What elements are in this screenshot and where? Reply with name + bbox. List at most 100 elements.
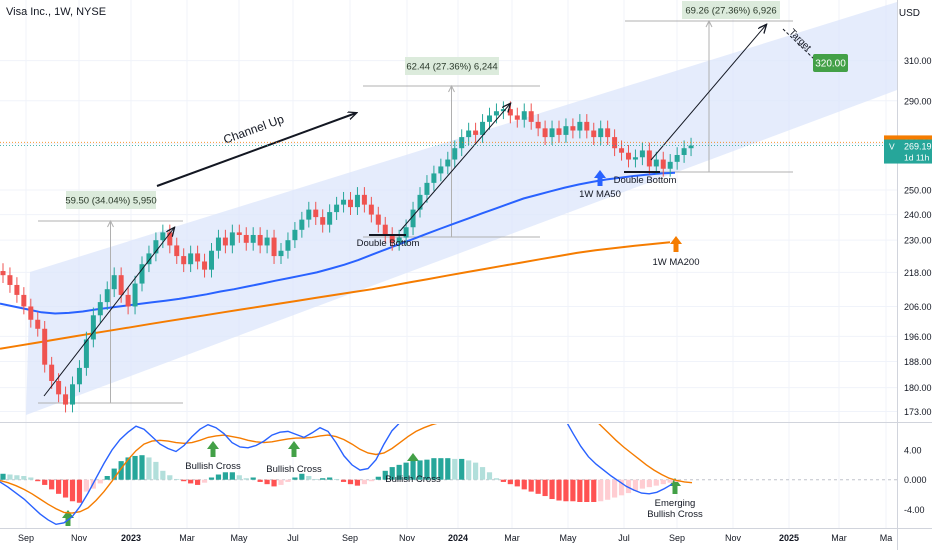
- macd-histogram-bar: [292, 477, 298, 480]
- candle-body: [292, 229, 298, 241]
- macd-histogram-bar: [56, 479, 62, 494]
- rally-arrow-2: [399, 104, 510, 232]
- macd-histogram-bar: [577, 479, 583, 502]
- macd-histogram-bar: [382, 470, 388, 480]
- macd-histogram-bar: [21, 476, 27, 480]
- price-axis-tick: 173.00: [904, 407, 932, 417]
- candle-body: [417, 194, 423, 210]
- last-price-badge: [884, 139, 932, 164]
- macd-histogram-bar: [327, 477, 333, 480]
- measure-label-bg: [66, 191, 156, 209]
- macd-histogram-bar: [459, 458, 465, 480]
- macd-histogram-bar: [528, 479, 534, 492]
- bullish-cross-arrow: [62, 510, 74, 526]
- macd-histogram-bar: [111, 468, 117, 480]
- macd-histogram-bar: [320, 478, 326, 480]
- macd-histogram-bar: [62, 479, 69, 498]
- measure-label: 59.50 (34.04%) 5,950: [65, 196, 156, 207]
- macd-histogram-bar: [250, 477, 256, 480]
- macd-histogram-bar: [452, 458, 458, 480]
- macd-histogram-bar: [14, 475, 20, 480]
- candle-body: [396, 237, 402, 243]
- time-axis-tick: Mar: [504, 533, 520, 543]
- candle-body: [452, 148, 458, 160]
- candle-body: [236, 232, 242, 235]
- candle-body: [35, 319, 41, 329]
- macd-histogram-bar: [466, 460, 472, 480]
- candle-body: [132, 283, 138, 307]
- macd-axis-tick: 0.000: [904, 475, 927, 485]
- macd-histogram-bar: [229, 472, 235, 480]
- target-dashed-line: [782, 28, 815, 60]
- macd-histogram-bar: [375, 476, 381, 480]
- macd-histogram-bar: [278, 479, 284, 485]
- macd-histogram-bar: [521, 479, 527, 490]
- macd-histogram-bar: [69, 479, 76, 502]
- time-axis-tick: Nov: [71, 533, 88, 543]
- price-axis-tick: 310.00: [904, 56, 932, 66]
- candle-body: [28, 306, 34, 320]
- candle-body: [125, 294, 131, 307]
- measure-label-bg: [682, 1, 780, 19]
- macd-histogram-bar: [35, 479, 41, 482]
- price-axis-tick: 218.00: [904, 268, 932, 278]
- candle-body: [612, 137, 618, 149]
- candle-body: [660, 159, 666, 169]
- macd-histogram-bar: [236, 475, 242, 480]
- time-axis-tick: Mar: [179, 533, 195, 543]
- ma50-label: 1W MA50: [579, 189, 621, 200]
- macd-histogram-bar: [646, 479, 652, 488]
- double-bottom-label: Double Bottom: [357, 238, 420, 249]
- time-axis-tick: May: [230, 533, 248, 543]
- macd-histogram-bar: [125, 457, 131, 480]
- macd-histogram-bar: [167, 475, 173, 480]
- macd-axis-tick: -4.00: [904, 505, 925, 515]
- candle-body: [619, 148, 625, 153]
- macd-histogram-bar: [410, 461, 416, 480]
- candle-body: [243, 234, 249, 243]
- candle-body: [459, 137, 465, 149]
- candle-body: [195, 253, 201, 262]
- candle-body: [466, 130, 472, 138]
- candle-body: [49, 364, 55, 381]
- macd-histogram-bar: [535, 479, 541, 494]
- candle-body: [473, 130, 479, 135]
- candle-body: [313, 209, 319, 218]
- candle-body: [368, 204, 374, 215]
- candle-body: [514, 115, 520, 120]
- candle-body: [361, 194, 367, 205]
- time-axis-tick: 2023: [121, 533, 141, 543]
- candle-body: [674, 154, 680, 162]
- last-price-value: 269.19: [904, 142, 932, 152]
- candle-body: [181, 256, 187, 265]
- macd-histogram-bar: [438, 458, 444, 480]
- ma50-pointer: [594, 170, 606, 186]
- candle-body: [21, 294, 27, 307]
- measure-arrowhead: [448, 84, 455, 93]
- price-axis-tick: 240.00: [904, 210, 932, 220]
- bullish-cross-arrow: [207, 441, 219, 457]
- candle-body: [424, 182, 430, 195]
- macd-histogram-bar: [139, 455, 145, 480]
- macd-histogram-bar: [76, 479, 83, 503]
- macd-histogram-bar: [306, 476, 312, 480]
- bullish-cross-arrow: [288, 441, 300, 457]
- candle-body: [250, 234, 256, 243]
- candle-body: [299, 219, 305, 230]
- macd-lines: [0, 424, 693, 526]
- macd-histogram-bar: [285, 479, 291, 482]
- macd-histogram-bar: [42, 479, 48, 485]
- macd-histogram-bar: [584, 479, 590, 502]
- time-axis-tick: 2025: [779, 533, 799, 543]
- bullish-cross-label: Bullish Cross: [266, 464, 322, 475]
- candle-body: [445, 159, 451, 167]
- candle-body: [549, 128, 555, 138]
- macd-histogram-bar: [208, 477, 215, 480]
- candle-body: [306, 209, 312, 220]
- macd-histogram-bar: [500, 479, 506, 482]
- time-axis-tick: May: [559, 533, 577, 543]
- candle-body: [632, 157, 638, 160]
- candle-body: [688, 145, 694, 149]
- measure-tools: 59.50 (34.04%) 5,950 62.44 (27.36%) 6,244…: [38, 1, 793, 404]
- macd-histogram-bar: [570, 479, 576, 502]
